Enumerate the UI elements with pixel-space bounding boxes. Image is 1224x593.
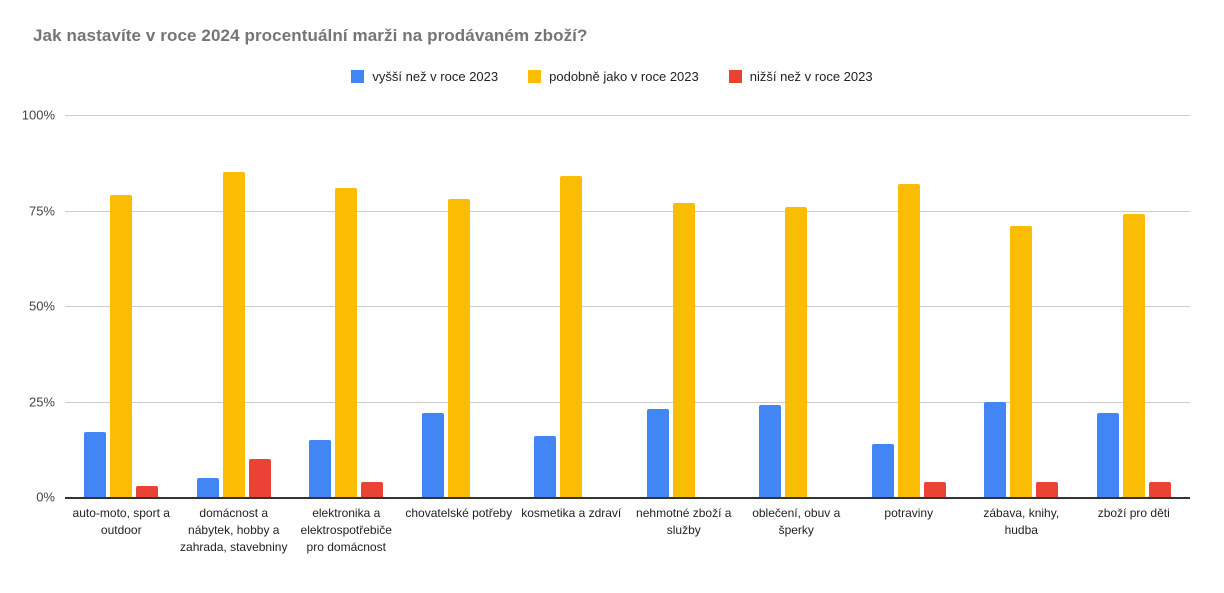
gridline xyxy=(65,115,1190,116)
bar[interactable] xyxy=(110,195,133,497)
bar[interactable] xyxy=(222,172,245,497)
bar-group xyxy=(290,115,403,497)
bar[interactable] xyxy=(560,176,583,497)
category-label: nehmotné zboží a služby xyxy=(636,506,732,537)
legend-item-label: nižší než v roce 2023 xyxy=(749,69,873,84)
bar[interactable] xyxy=(984,401,1007,497)
bar[interactable] xyxy=(1122,214,1145,497)
bar[interactable] xyxy=(1010,225,1033,497)
bar[interactable] xyxy=(1096,413,1119,497)
bar-group xyxy=(515,115,628,497)
category-label: oblečení, obuv a šperky xyxy=(752,506,841,537)
gridline xyxy=(65,306,1190,307)
bar-group xyxy=(965,115,1078,497)
bar[interactable] xyxy=(361,481,384,497)
category-label: zboží pro děti xyxy=(1097,506,1170,520)
category-label: kosmetika a zdraví xyxy=(521,506,622,520)
plot-area xyxy=(65,115,1190,499)
y-axis: 0% 25% 50% 75% 100% xyxy=(0,108,55,505)
legend-item: podobně jako v roce 2023 xyxy=(528,69,699,84)
bar[interactable] xyxy=(136,485,159,497)
y-tick-label: 50% xyxy=(28,298,55,314)
legend-swatch-icon xyxy=(728,70,742,83)
y-tick-label: 25% xyxy=(28,394,55,409)
bar[interactable] xyxy=(196,477,219,497)
gridline xyxy=(65,401,1190,403)
x-axis-labels: auto-moto, sport a outdoor domácnost a ná… xyxy=(65,505,1190,555)
legend-swatch-icon xyxy=(351,70,365,83)
bar[interactable] xyxy=(897,183,920,497)
bar[interactable] xyxy=(923,481,946,497)
bar[interactable] xyxy=(447,199,470,497)
gridline xyxy=(65,210,1190,212)
bar-group xyxy=(853,115,966,497)
y-tick-label: 100% xyxy=(21,107,55,123)
bar-groups xyxy=(65,115,1190,497)
category-label: elektronika a elektrospotřebiče pro domá… xyxy=(300,506,392,554)
bar[interactable] xyxy=(248,458,271,497)
bar[interactable] xyxy=(785,206,808,497)
bar[interactable] xyxy=(759,405,782,497)
bar[interactable] xyxy=(1036,481,1059,497)
bar[interactable] xyxy=(1148,481,1171,497)
bar-group xyxy=(65,115,178,497)
bar-group xyxy=(628,115,741,497)
bar[interactable] xyxy=(421,413,444,497)
bar[interactable] xyxy=(534,435,557,497)
bar[interactable] xyxy=(871,443,894,497)
category-label: zábava, knihy, hudba xyxy=(983,506,1060,537)
legend-item: nižší než v roce 2023 xyxy=(728,69,873,84)
legend-item-label: vyšší než v roce 2023 xyxy=(372,69,499,84)
bar-group xyxy=(1078,115,1191,497)
chart-title: Jak nastavíte v roce 2024 procentuální m… xyxy=(33,26,588,45)
bar[interactable] xyxy=(672,202,695,497)
legend: vyšší než v roce 2023 podobně jako v roce… xyxy=(0,69,1224,84)
category-label: potraviny xyxy=(884,506,934,520)
y-tick-label: 0% xyxy=(36,489,55,505)
bar[interactable] xyxy=(84,432,107,497)
y-tick-label: 75% xyxy=(28,203,55,218)
legend-item-label: podobně jako v roce 2023 xyxy=(549,69,699,84)
bar-group xyxy=(403,115,516,497)
bar[interactable] xyxy=(309,439,332,497)
legend-item: vyšší než v roce 2023 xyxy=(351,69,498,84)
category-label: chovatelské potřeby xyxy=(405,506,513,520)
category-label: auto-moto, sport a outdoor xyxy=(72,506,170,537)
legend-swatch-icon xyxy=(528,70,542,83)
bar[interactable] xyxy=(335,187,358,497)
bar[interactable] xyxy=(646,409,669,497)
bar-group xyxy=(740,115,853,497)
category-label: domácnost a nábytek, hobby a zahrada, st… xyxy=(180,506,288,554)
bar-group xyxy=(178,115,291,497)
